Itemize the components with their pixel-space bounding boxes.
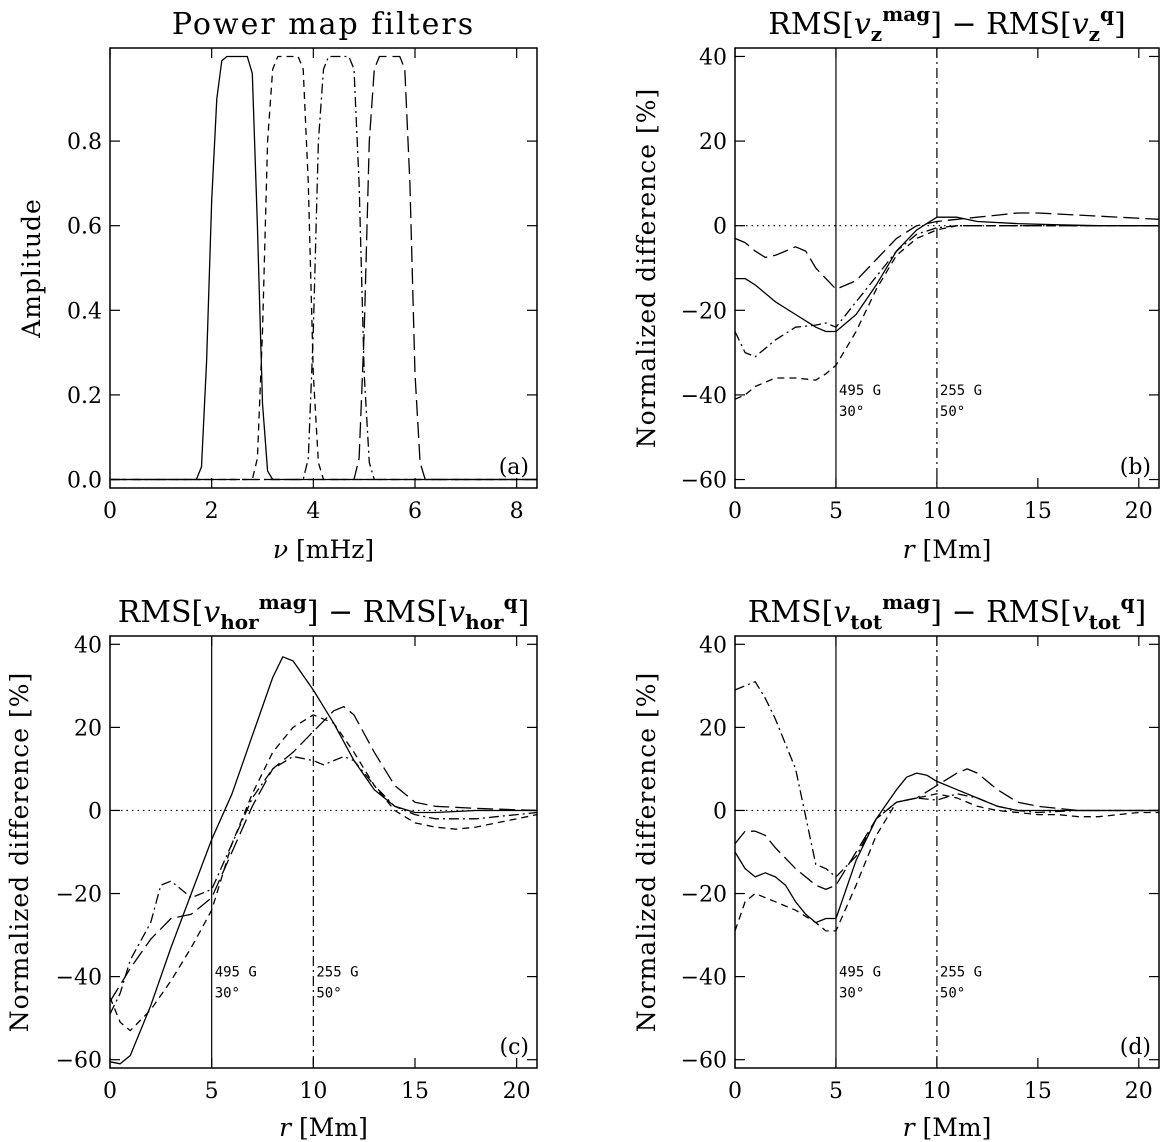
y-tick-label: 0.4 bbox=[67, 299, 102, 324]
x-tick-label: 20 bbox=[503, 1079, 531, 1104]
plot-frame-c bbox=[109, 635, 538, 1069]
series-line-c-longdash bbox=[110, 705, 537, 1002]
y-tick-label: −20 bbox=[681, 883, 727, 908]
series-line-b-solid bbox=[735, 216, 1159, 333]
panel-c: 0 5 10 15 20 −60 −40 −20 0 20 40 495 G 30° 255 G 50° (c… bbox=[5, 590, 538, 1142]
plot-frame-a bbox=[109, 47, 538, 489]
y-tick-label: 40 bbox=[699, 633, 727, 658]
panel-label: (d) bbox=[1120, 1035, 1151, 1060]
x-tick-label: 0 bbox=[103, 499, 117, 524]
y-tick-label: −40 bbox=[681, 384, 727, 409]
chart-title: RMS[vtotmag] − RMS[vtotq] bbox=[748, 590, 1146, 634]
series-line-a-longdash bbox=[110, 55, 537, 481]
y-tick-label: 20 bbox=[699, 716, 727, 741]
panel-label: (a) bbox=[499, 455, 529, 480]
series-line-c-dashed bbox=[110, 714, 537, 1032]
x-tick-label: 15 bbox=[1024, 499, 1052, 524]
chart-title: RMS[vhormag] − RMS[vhorq] bbox=[118, 590, 530, 634]
annotation-label: 495 G bbox=[215, 965, 257, 981]
y-tick-label: 0.2 bbox=[67, 384, 102, 409]
panel-b: 0 5 10 15 20 −60 −40 −20 0 20 40 495 G 30° 255 G 50° (b… bbox=[632, 2, 1160, 564]
series-line-a-dashdot bbox=[110, 55, 537, 481]
y-tick-label: 20 bbox=[699, 130, 727, 155]
y-tick-label: −60 bbox=[56, 1049, 102, 1074]
annotation-label: 495 G bbox=[839, 383, 881, 399]
y-tick-label: 0 bbox=[88, 799, 102, 824]
annotation-label: 30° bbox=[839, 985, 864, 1001]
y-axis-label: Amplitude bbox=[17, 198, 46, 339]
x-tick-label: 2 bbox=[205, 499, 219, 524]
x-tick-label: 8 bbox=[510, 499, 524, 524]
x-tick-label: 15 bbox=[1024, 1079, 1052, 1104]
x-tick-label: 20 bbox=[1125, 499, 1153, 524]
x-tick-label: 6 bbox=[408, 499, 422, 524]
x-tick-label: 10 bbox=[923, 1079, 951, 1104]
panel-label: (b) bbox=[1120, 455, 1151, 480]
y-tick-label: −40 bbox=[681, 966, 727, 991]
y-tick-label: 0.0 bbox=[67, 469, 102, 494]
y-tick-label: 0 bbox=[713, 799, 727, 824]
x-tick-label: 5 bbox=[829, 499, 843, 524]
series-line-d-longdash bbox=[735, 768, 1159, 891]
annotation-label: 30° bbox=[839, 404, 864, 420]
series-line-a-dashed bbox=[110, 55, 537, 481]
annotation-label: 50° bbox=[940, 404, 965, 420]
y-tick-label: 0.6 bbox=[67, 215, 102, 240]
annotation-label: 495 G bbox=[839, 965, 881, 981]
annotation-label: 50° bbox=[316, 985, 341, 1001]
y-tick-label: 0 bbox=[713, 215, 727, 240]
annotation-label: 255 G bbox=[316, 965, 358, 981]
y-axis-label: Normalized difference [%] bbox=[5, 672, 34, 1033]
chart-title: RMS[vzmag] − RMS[vzq] bbox=[768, 2, 1125, 46]
x-axis-label: ν [mHz] bbox=[273, 535, 374, 564]
y-tick-label: −60 bbox=[681, 469, 727, 494]
series-line-b-dashdot bbox=[735, 225, 1159, 358]
x-tick-label: 0 bbox=[728, 1079, 742, 1104]
y-axis-label: Normalized difference [%] bbox=[632, 88, 661, 449]
x-axis-label: r [Mm] bbox=[279, 1113, 368, 1142]
x-tick-label: 5 bbox=[205, 1079, 219, 1104]
y-tick-label: 20 bbox=[74, 716, 102, 741]
x-axis-label: r [Mm] bbox=[903, 1113, 992, 1142]
annotation-label: 50° bbox=[940, 985, 965, 1001]
x-tick-label: 10 bbox=[923, 499, 951, 524]
panel-label: (c) bbox=[500, 1035, 530, 1060]
annotation-label: 255 G bbox=[940, 965, 982, 981]
plot-frame-d bbox=[734, 635, 1160, 1069]
panel-d: 0 5 10 15 20 −60 −40 −20 0 20 40 495 G 30° 255 G 50° (d… bbox=[632, 590, 1160, 1142]
annotation-label: 30° bbox=[215, 985, 240, 1001]
y-tick-label: −20 bbox=[681, 299, 727, 324]
annotation-label: 255 G bbox=[940, 383, 982, 399]
x-tick-label: 0 bbox=[103, 1079, 117, 1104]
x-tick-label: 20 bbox=[1125, 1079, 1153, 1104]
plot-frame-b bbox=[734, 47, 1160, 489]
panels-group: 0 2 4 6 8 0.0 0.2 0.4 0.6 0.8 (a) Power map filters… bbox=[5, 2, 1160, 1142]
series-line-c-dashdot bbox=[110, 755, 537, 1015]
series-line-b-dashed bbox=[735, 225, 1159, 400]
y-tick-label: −40 bbox=[56, 966, 102, 991]
y-tick-label: 40 bbox=[74, 633, 102, 658]
x-tick-label: 10 bbox=[299, 1079, 327, 1104]
y-axis-label: Normalized difference [%] bbox=[632, 672, 661, 1033]
y-tick-label: −20 bbox=[56, 883, 102, 908]
series-line-c-solid bbox=[110, 656, 537, 1065]
series-line-b-longdash bbox=[735, 212, 1159, 290]
x-tick-label: 4 bbox=[306, 499, 320, 524]
x-tick-label: 0 bbox=[728, 499, 742, 524]
x-tick-label: 15 bbox=[401, 1079, 429, 1104]
series-line-d-dashdot bbox=[735, 681, 1159, 878]
y-tick-label: −60 bbox=[681, 1049, 727, 1074]
x-axis-label: r [Mm] bbox=[903, 535, 992, 564]
panel-a: 0 2 4 6 8 0.0 0.2 0.4 0.6 0.8 (a) Power map filters… bbox=[17, 7, 538, 564]
chart-title: Power map filters bbox=[172, 7, 475, 42]
y-tick-label: 0.8 bbox=[67, 130, 102, 155]
series-line-a-solid bbox=[110, 55, 537, 481]
x-tick-label: 5 bbox=[829, 1079, 843, 1104]
y-tick-label: 40 bbox=[699, 45, 727, 70]
